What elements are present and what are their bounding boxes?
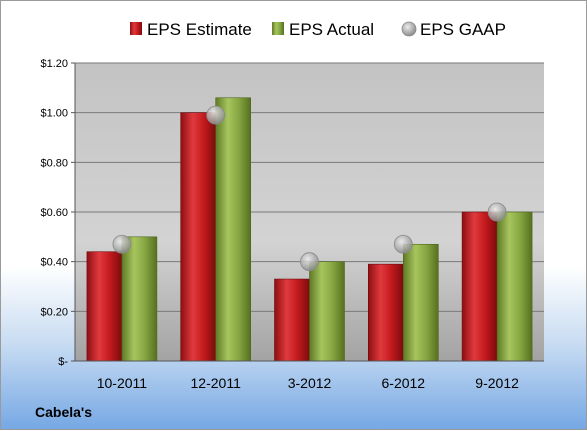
company-label: Cabela's (35, 404, 93, 420)
x-axis: 10-2011 12-2011 3-2012 6-2012 9-2012 (75, 360, 544, 391)
legend: EPS Estimate EPS Actual EPS GAAP (130, 20, 506, 39)
legend-label: EPS GAAP (420, 20, 506, 39)
y-tick-label: $1.00 (40, 108, 68, 120)
eps-estimate-bar (461, 211, 498, 362)
eps-actual-bar (402, 243, 439, 362)
y-axis: $- $0.20 $0.40 $0.60 $0.80 $1.00 $1.20 (40, 58, 76, 368)
legend-label: EPS Actual (289, 20, 374, 39)
eps-gaap-marker (393, 234, 413, 254)
y-tick-label: $0.40 (40, 257, 68, 269)
eps-gaap-marker (300, 252, 319, 272)
x-tick-label: 10-2011 (97, 375, 148, 391)
eps-actual-bar (496, 211, 533, 362)
y-tick-label: $0.20 (40, 306, 68, 318)
bars (86, 97, 533, 362)
x-tick-label: 3-2012 (288, 375, 332, 391)
y-tick-label: $1.20 (40, 58, 68, 70)
x-tick-label: 9-2012 (475, 375, 519, 391)
legend-swatch-estimate (130, 22, 142, 35)
eps-estimate-bar (274, 278, 310, 362)
eps-estimate-bar (367, 263, 404, 362)
eps-gaap-marker (487, 202, 507, 222)
eps-estimate-bar (180, 112, 216, 362)
eps-actual-bar (121, 236, 158, 362)
gaap-markers (112, 105, 507, 272)
eps-gaap-marker (206, 105, 226, 125)
y-tick-label: $0.80 (40, 157, 68, 169)
eps-actual-bar (309, 261, 345, 362)
eps-actual-bar (215, 97, 251, 362)
x-tick-label: 12-2011 (191, 375, 242, 391)
legend-swatch-gaap (401, 21, 417, 37)
legend-swatch-actual (272, 22, 284, 35)
y-tick-label: $0.60 (40, 207, 68, 219)
y-tick-label: $- (58, 356, 68, 368)
x-tick-label: 6-2012 (382, 375, 426, 391)
eps-gaap-marker (112, 234, 132, 254)
eps-estimate-bar (86, 251, 123, 362)
legend-label: EPS Estimate (147, 20, 252, 39)
